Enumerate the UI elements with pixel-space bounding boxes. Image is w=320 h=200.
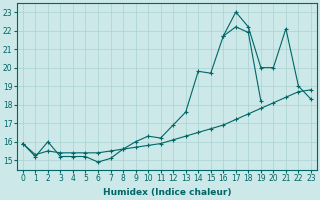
X-axis label: Humidex (Indice chaleur): Humidex (Indice chaleur) bbox=[103, 188, 231, 197]
